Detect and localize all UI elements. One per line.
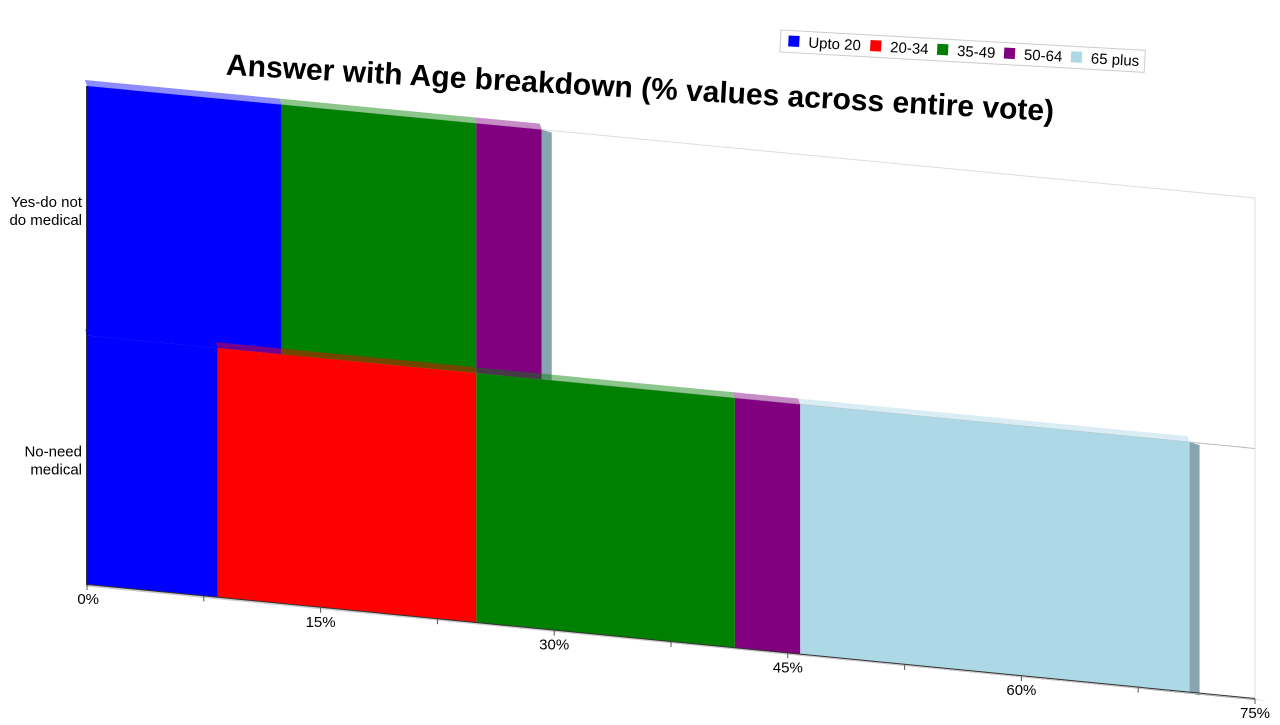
bar-top-1-4: [798, 398, 1190, 443]
legend-label: 65 plus: [1090, 50, 1139, 70]
bar-top-0-0: [85, 80, 282, 105]
legend-item[interactable]: 35-49: [936, 42, 996, 62]
bar-1-2[interactable]: [476, 373, 735, 649]
legend-label: Upto 20: [808, 35, 861, 55]
x-tick-label: 15%: [306, 614, 336, 631]
bar-side-1: [1189, 442, 1200, 696]
floor-bevel: [87, 585, 1267, 701]
x-tick-label: 60%: [1006, 682, 1036, 699]
x-axis: 0% 15% 30% 45% 60% 75%: [77, 584, 1270, 722]
legend-item[interactable]: 20-34: [869, 38, 929, 58]
legend-label: 35-49: [957, 43, 996, 62]
bar-top-0-2: [279, 98, 477, 124]
bar-0-0[interactable]: [87, 86, 282, 355]
legend-swatch: [1070, 51, 1083, 63]
category-label: Yes-do not do medical: [9, 194, 82, 229]
x-tick-label: 0%: [77, 591, 99, 608]
bar-top-1-0: [85, 329, 218, 349]
legend-swatch: [869, 40, 882, 52]
bars: [85, 80, 1200, 696]
legend[interactable]: Upto 20 20-34 35-49 50-64 65 plus: [779, 29, 1146, 73]
bar-top-1-2: [474, 367, 735, 399]
x-tick-label: 45%: [773, 659, 803, 676]
legend-swatch: [788, 35, 800, 48]
legend-item[interactable]: Upto 20: [788, 33, 861, 54]
bar-1-1[interactable]: [217, 348, 477, 623]
legend-label: 50-64: [1024, 47, 1063, 66]
bar-0-3[interactable]: [476, 123, 542, 380]
bar-top-1-1: [215, 342, 477, 374]
bar-top-1-3: [732, 392, 801, 405]
category-labels: Yes-do not do medical No-need medical: [9, 194, 82, 479]
x-tick-label: 30%: [539, 637, 569, 654]
legend-label: 20-34: [890, 39, 929, 58]
category-label: No-need medical: [24, 443, 82, 478]
legend-swatch: [936, 43, 949, 56]
bar-1-0[interactable]: [87, 335, 218, 598]
legend-item[interactable]: 65 plus: [1070, 49, 1140, 70]
bar-side-0: [541, 129, 552, 383]
x-tick-label: 75%: [1240, 705, 1270, 720]
bar-0-2[interactable]: [281, 104, 477, 374]
bar-top-0-3: [474, 117, 542, 130]
legend-swatch: [1003, 47, 1016, 60]
bar-1-3[interactable]: [734, 398, 801, 655]
legend-item[interactable]: 50-64: [1003, 45, 1063, 66]
bar-1-4[interactable]: [800, 404, 1190, 693]
